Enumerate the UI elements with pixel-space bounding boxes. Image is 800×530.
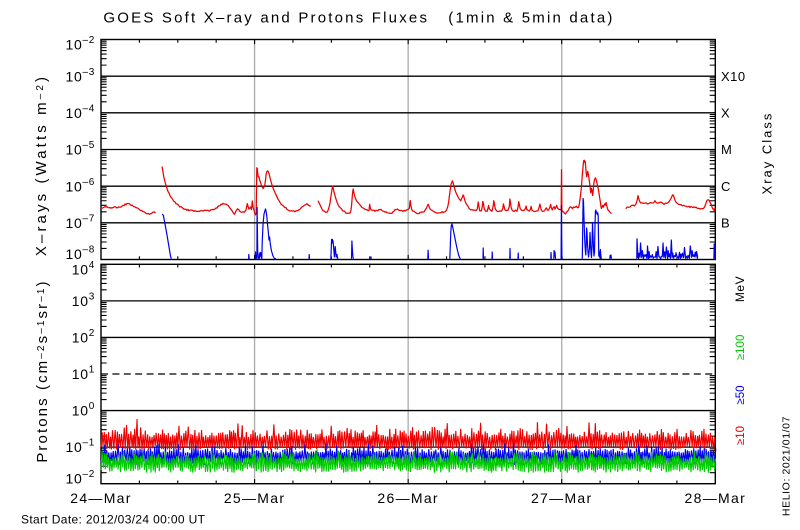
svg-text:≥10: ≥10 xyxy=(735,426,747,445)
svg-text:B: B xyxy=(721,215,730,230)
svg-text:26—Mar: 26—Mar xyxy=(377,490,438,506)
svg-text:24—Mar: 24—Mar xyxy=(70,490,131,506)
svg-text:C: C xyxy=(721,179,731,194)
svg-text:104: 104 xyxy=(72,260,95,278)
svg-text:X: X xyxy=(721,105,730,120)
svg-text:HELIO: 2021/01/07: HELIO: 2021/01/07 xyxy=(781,416,793,516)
svg-text:Xray Class: Xray Class xyxy=(760,112,775,195)
svg-text:≥100: ≥100 xyxy=(735,335,747,361)
svg-text:MeV: MeV xyxy=(733,276,747,302)
svg-text:27—Mar: 27—Mar xyxy=(531,490,592,506)
svg-text:100: 100 xyxy=(72,401,95,419)
svg-text:≥50: ≥50 xyxy=(735,385,747,404)
svg-text:102: 102 xyxy=(72,328,95,346)
svg-text:28—Mar: 28—Mar xyxy=(685,490,746,506)
svg-text:GOES Soft X–ray and Protons Fl: GOES Soft X–ray and Protons Fluxes (1min… xyxy=(103,10,614,27)
svg-text:Protons (cm–2s–1sr–1): Protons (cm–2s–1sr–1) xyxy=(34,279,51,462)
svg-text:25—Mar: 25—Mar xyxy=(224,490,285,506)
svg-text:M: M xyxy=(721,142,732,157)
svg-text:103: 103 xyxy=(72,292,95,310)
svg-text:101: 101 xyxy=(72,365,95,383)
svg-text:X10: X10 xyxy=(721,69,746,84)
svg-text:X–rays (Watts m–2): X–rays (Watts m–2) xyxy=(33,74,50,256)
svg-text:Start Date: 2012/03/24 00:00 U: Start Date: 2012/03/24 00:00 UT xyxy=(21,513,206,527)
